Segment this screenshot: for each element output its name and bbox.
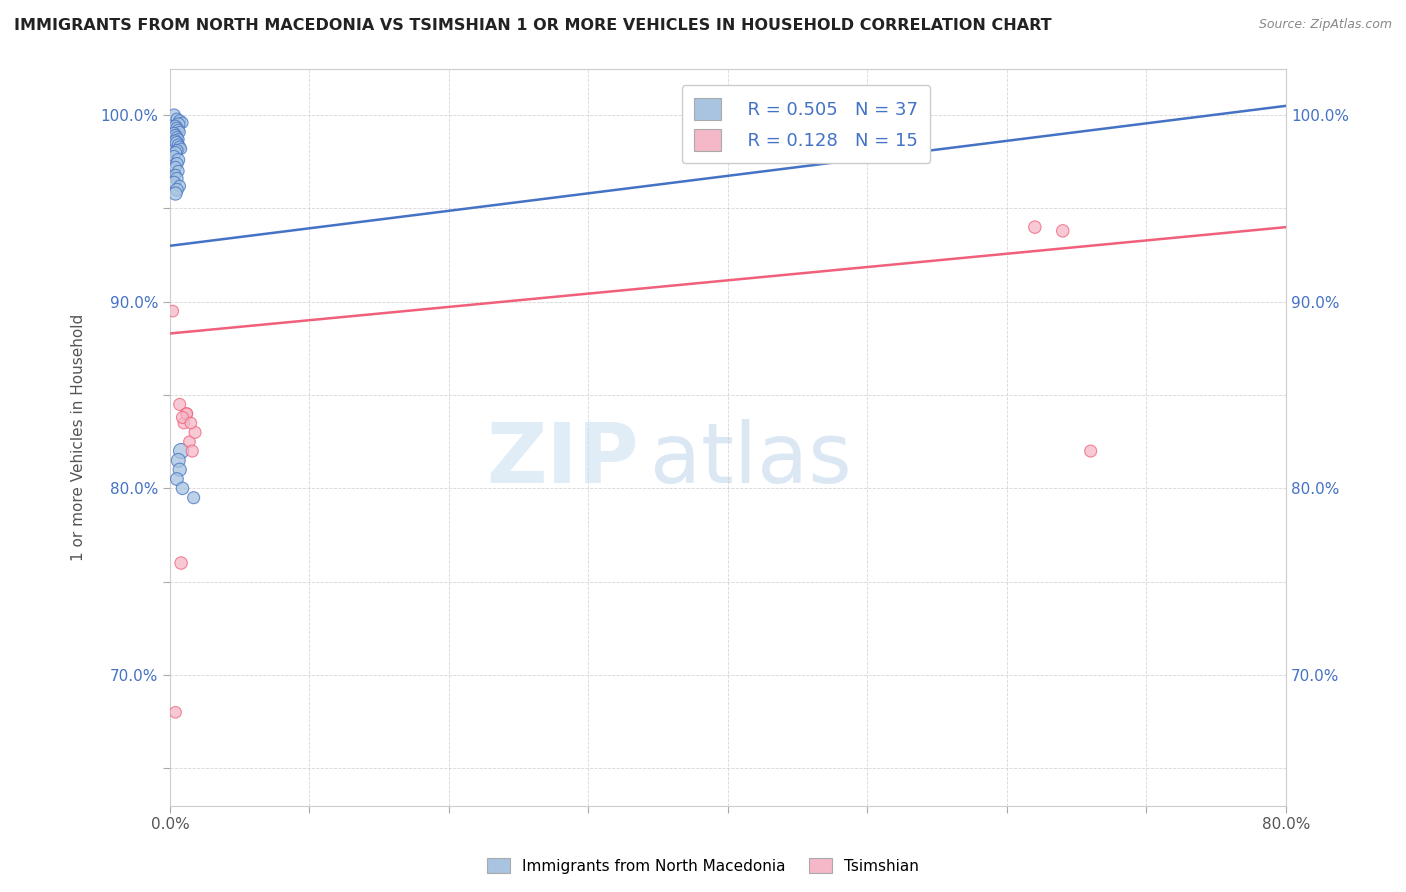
Point [166, 144, 188, 158]
Point [166, 136, 188, 150]
Point [167, 132, 190, 146]
Point [165, 128, 187, 143]
Point [1052, 224, 1074, 238]
Point [172, 410, 194, 425]
Point [180, 416, 202, 430]
Point [1080, 444, 1102, 458]
Point [170, 142, 193, 156]
Text: Source: ZipAtlas.com: Source: ZipAtlas.com [1258, 18, 1392, 31]
Point [166, 130, 188, 145]
Point [165, 706, 187, 720]
Point [167, 123, 190, 137]
Text: IMMIGRANTS FROM NORTH MACEDONIA VS TSIMSHIAN 1 OR MORE VEHICLES IN HOUSEHOLD COR: IMMIGRANTS FROM NORTH MACEDONIA VS TSIMS… [14, 18, 1052, 33]
Point [163, 175, 186, 189]
Point [169, 463, 191, 477]
Point [169, 397, 191, 411]
Point [165, 134, 187, 148]
Point [184, 425, 207, 440]
Point [181, 444, 204, 458]
Point [169, 125, 191, 139]
Point [165, 186, 187, 201]
Point [167, 164, 190, 178]
Point [165, 145, 187, 160]
Point [166, 157, 188, 171]
Point [169, 140, 191, 154]
Point [167, 453, 190, 467]
Point [169, 113, 191, 128]
Point [165, 161, 187, 175]
Point [167, 138, 190, 153]
Point [170, 444, 193, 458]
Point [1024, 220, 1046, 235]
Point [167, 153, 190, 167]
Point [169, 179, 191, 194]
Point [176, 407, 198, 421]
Point [166, 472, 188, 486]
Legend: Immigrants from North Macedonia, Tsimshian: Immigrants from North Macedonia, Tsimshi… [481, 852, 925, 880]
Point [163, 127, 186, 141]
Point [176, 407, 198, 421]
Point [166, 121, 188, 136]
Point [163, 149, 186, 163]
Point [162, 304, 184, 318]
Y-axis label: 1 or more Vehicles in Household: 1 or more Vehicles in Household [72, 313, 86, 561]
Text: atlas: atlas [650, 418, 852, 500]
Point [166, 183, 188, 197]
Point [173, 416, 195, 430]
Text: ZIP: ZIP [486, 418, 638, 500]
Point [167, 118, 190, 132]
Point [172, 482, 194, 496]
Point [172, 115, 194, 129]
Point [166, 171, 188, 186]
Point [165, 120, 187, 134]
Point [170, 556, 193, 570]
Point [163, 108, 186, 122]
Point [179, 434, 201, 449]
Legend:   R = 0.505   N = 37,   R = 0.128   N = 15: R = 0.505 N = 37, R = 0.128 N = 15 [682, 85, 931, 163]
Point [165, 168, 187, 182]
Point [183, 491, 205, 505]
Point [166, 112, 188, 126]
